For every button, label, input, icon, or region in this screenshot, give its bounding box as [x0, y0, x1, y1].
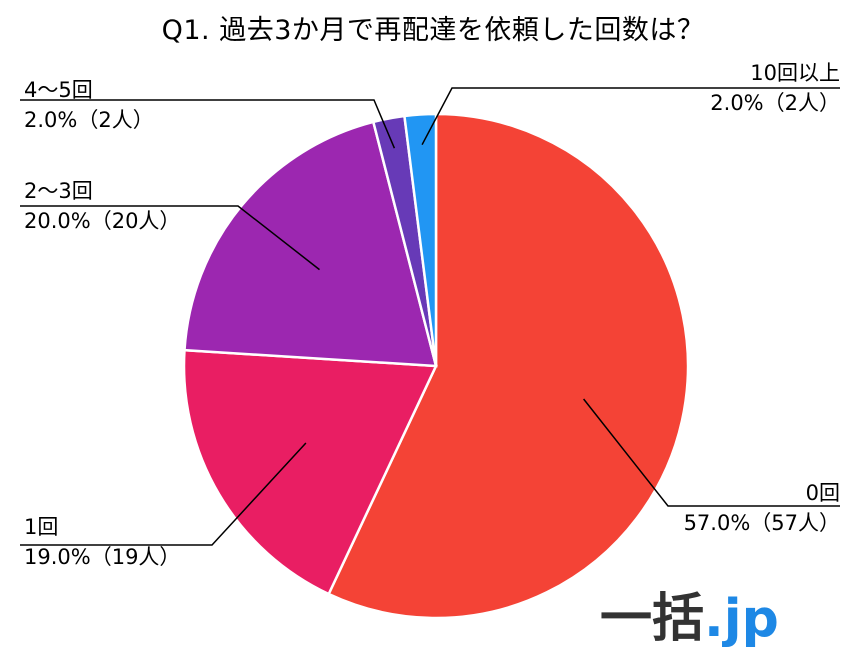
slice-percent: 19.0%（19人）	[24, 545, 181, 569]
slice-label-4: 10回以上 2.0%（2人）	[710, 58, 840, 118]
pie-slices	[182, 112, 690, 620]
slice-percent: 2.0%（2人）	[24, 108, 154, 132]
slice-label-3: 4〜5回 2.0%（2人）	[24, 75, 154, 135]
leader-line-3	[20, 99, 396, 149]
leader-line-1	[20, 442, 307, 546]
slice-category: 10回以上	[750, 61, 840, 85]
slice-percent: 20.0%（20人）	[24, 209, 181, 233]
chart-title: Q1. 過去3か月で再配達を依頼した回数は？	[161, 15, 705, 46]
slice-label-0: 0回 57.0%（57人）	[684, 478, 840, 538]
slice-label-1: 1回 19.0%（19人）	[24, 512, 180, 572]
slice-label-2: 2〜3回 20.0%（20人）	[24, 176, 180, 236]
slice-category: 4〜5回	[24, 78, 93, 102]
pie-slice-2	[183, 120, 438, 368]
brand-logo: 一括.jp	[600, 589, 779, 649]
pie-slice-0	[327, 112, 690, 620]
pie-slice-4	[403, 112, 438, 367]
slice-percent: 57.0%（57人）	[683, 511, 840, 535]
slice-category: 2〜3回	[24, 179, 93, 203]
leader-line-2	[20, 205, 320, 271]
pie-slice-1	[182, 348, 438, 596]
leader-line-0	[583, 398, 840, 507]
slice-category: 1回	[24, 515, 59, 539]
leader-lines	[20, 87, 840, 546]
slice-percent: 2.0%（2人）	[710, 91, 840, 115]
slice-category: 0回	[805, 481, 840, 505]
leader-line-4	[421, 87, 840, 146]
